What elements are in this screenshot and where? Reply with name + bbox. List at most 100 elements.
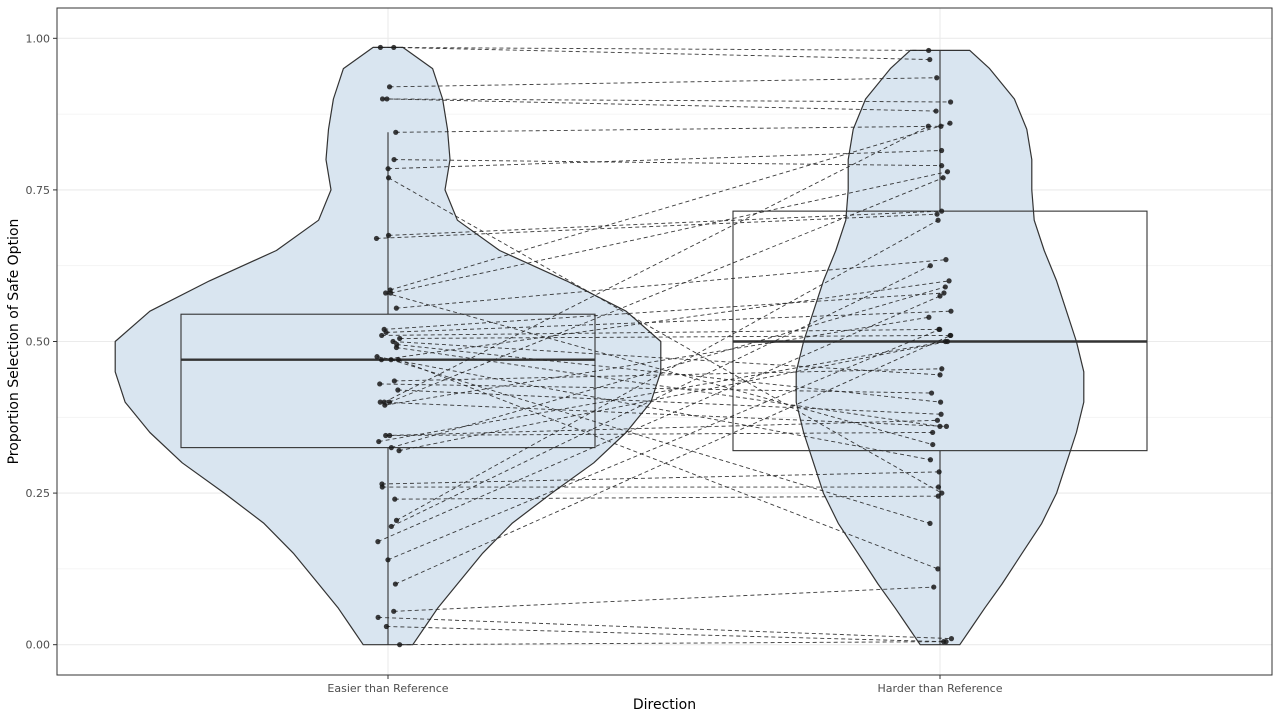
pair-line xyxy=(381,280,950,361)
data-point-harder xyxy=(935,493,941,499)
pair-line xyxy=(386,98,937,112)
data-point-easier xyxy=(375,539,381,545)
pair-line xyxy=(381,471,940,485)
pair-line xyxy=(387,328,940,561)
data-point-harder xyxy=(938,123,944,129)
pair-line xyxy=(393,46,930,60)
data-point-easier xyxy=(390,338,396,345)
pair-line xyxy=(391,286,946,449)
axis-ticks: 0.00 0.25 0.50 0.75 1.00 Easier than Referenc… xyxy=(26,32,1003,695)
pair-line xyxy=(391,265,931,527)
box-1 xyxy=(180,313,596,449)
x-tick-label: Easier than Reference xyxy=(327,682,448,695)
data-point-harder xyxy=(937,326,943,332)
data-point-easier xyxy=(396,448,402,454)
data-point-easier xyxy=(383,290,389,296)
y-tick-label: 0.25 xyxy=(26,487,51,500)
pair-line xyxy=(378,341,946,442)
pair-line xyxy=(379,383,932,394)
violin-1 xyxy=(114,46,662,646)
violins xyxy=(114,46,1085,646)
data-point-easier xyxy=(388,290,394,296)
data-point-harder xyxy=(934,211,940,217)
data-point-easier xyxy=(391,608,397,614)
data-point-easier xyxy=(393,305,399,311)
data-point-easier xyxy=(378,357,385,363)
data-point-harder xyxy=(926,47,932,54)
data-point-harder xyxy=(930,441,936,448)
data-point-harder xyxy=(927,263,933,269)
data-point-harder xyxy=(939,366,945,372)
pair-line xyxy=(376,213,938,239)
data-point-harder xyxy=(944,338,951,345)
y-tick-label: 1.00 xyxy=(26,32,51,45)
pair-line xyxy=(380,46,929,51)
data-point-harder xyxy=(948,636,955,642)
data-point-harder xyxy=(936,469,942,475)
data-point-harder xyxy=(943,423,950,429)
data-point-harder xyxy=(941,290,947,296)
data-point-harder xyxy=(925,123,931,129)
data-point-harder xyxy=(927,56,933,63)
data-point-harder xyxy=(935,566,941,572)
data-point-harder xyxy=(942,284,948,290)
pair-line xyxy=(388,177,943,494)
data-point-harder xyxy=(947,120,953,126)
data-point-harder xyxy=(927,520,933,527)
data-point-harder xyxy=(946,278,952,284)
data-point-easier xyxy=(385,166,391,172)
data-point-easier xyxy=(383,329,389,336)
data-point-easier xyxy=(382,402,388,408)
x-tick-label: Harder than Reference xyxy=(878,682,1003,695)
data-point-easier xyxy=(392,581,399,587)
data-point-harder xyxy=(926,314,932,320)
pair-line xyxy=(388,210,942,236)
pair-line xyxy=(388,150,942,170)
pair-line xyxy=(393,586,934,612)
pair-line xyxy=(399,641,947,646)
y-tick-label: 0.50 xyxy=(26,336,51,349)
data-point-easier xyxy=(391,378,397,384)
pair-line xyxy=(385,292,933,446)
pair-line xyxy=(395,335,951,585)
paired-lines xyxy=(376,46,952,646)
pair-line xyxy=(396,259,946,309)
data-point-harder xyxy=(938,411,944,417)
y-tick-label: 0.75 xyxy=(26,184,51,197)
data-point-easier xyxy=(388,357,394,363)
data-point-easier xyxy=(395,387,401,393)
pair-line xyxy=(398,341,948,452)
pair-line xyxy=(382,98,951,103)
data-point-harder xyxy=(948,332,954,339)
data-point-easier xyxy=(385,557,391,563)
pair-line xyxy=(398,359,939,570)
data-point-easier xyxy=(379,96,386,102)
data-point-harder xyxy=(927,457,934,463)
pair-line xyxy=(396,347,941,427)
data-point-easier xyxy=(386,84,393,90)
data-point-easier xyxy=(397,642,403,648)
data-point-easier xyxy=(385,232,392,238)
y-axis-title: Proportion Selection of Safe Option xyxy=(6,219,22,465)
data-point-easier xyxy=(385,175,392,181)
data-point-harder xyxy=(937,423,943,429)
data-point-easier xyxy=(386,399,393,405)
data-point-easier xyxy=(379,484,385,490)
pair-line xyxy=(394,368,942,382)
data-point-harder xyxy=(937,372,943,378)
data-point-harder xyxy=(935,217,941,223)
data-point-harder xyxy=(933,108,939,114)
data-point-harder xyxy=(939,163,945,169)
violin-2 xyxy=(795,49,1085,646)
data-point-harder xyxy=(934,75,940,81)
data-point-easier xyxy=(393,517,400,523)
pair-line xyxy=(393,341,941,376)
pair-line xyxy=(378,616,952,640)
pair-line xyxy=(396,219,939,521)
data-point-harder xyxy=(944,169,951,175)
data-point-easier xyxy=(392,496,398,502)
pair-line xyxy=(386,310,951,333)
x-axis-title: Direction xyxy=(633,697,696,713)
data-point-easier xyxy=(383,432,389,439)
